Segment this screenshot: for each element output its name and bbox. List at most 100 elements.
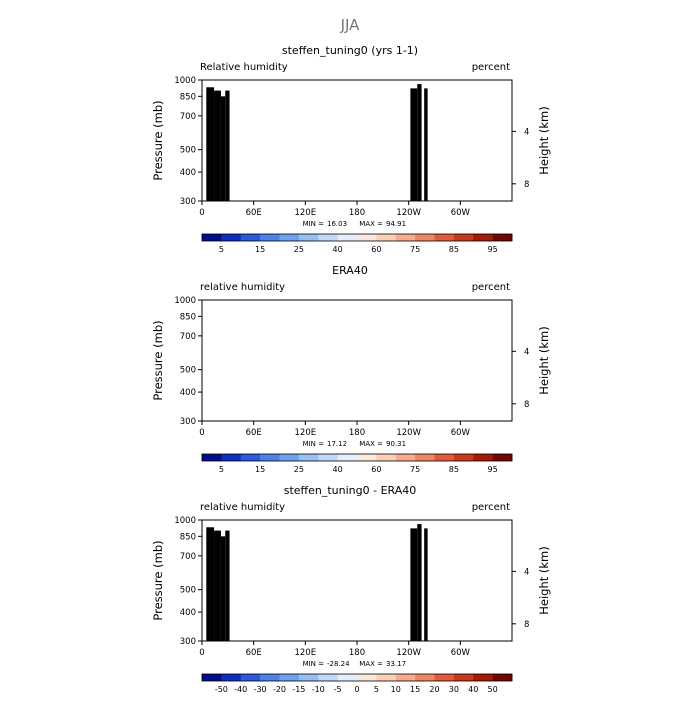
colorbar-swatch xyxy=(241,234,261,241)
y2-axis-title: Height (km) xyxy=(537,326,551,395)
x-tick-label: 0 xyxy=(199,428,204,438)
y-tick-label: 400 xyxy=(180,388,196,398)
y-axis-title: Pressure (mb) xyxy=(151,100,165,180)
colorbar-swatch xyxy=(338,454,358,461)
colorbar-swatch xyxy=(357,454,377,461)
colorbar-label: 25 xyxy=(294,245,304,254)
x-tick-label: 180 xyxy=(349,428,365,438)
y-tick-label: 700 xyxy=(180,112,196,122)
colorbar-swatch xyxy=(280,454,300,461)
x-tick-label: 60W xyxy=(451,428,471,438)
colorbar-label: 15 xyxy=(255,465,265,474)
colorbar-label: 60 xyxy=(371,465,381,474)
left-label: Relative humidity xyxy=(200,62,288,73)
colorbar-swatch xyxy=(357,234,377,241)
y2-tick-label: 8 xyxy=(524,180,529,190)
colorbar xyxy=(202,234,512,241)
colorbar-swatch xyxy=(299,234,319,241)
x-tick-label: 0 xyxy=(199,208,204,218)
y-tick-label: 850 xyxy=(180,312,196,322)
x-tick-label: 180 xyxy=(349,208,365,218)
colorbar-label: 40 xyxy=(333,245,343,254)
topography-block xyxy=(424,88,427,201)
max-label: MAX = xyxy=(359,440,383,448)
y-tick-label: 300 xyxy=(180,197,196,207)
colorbar-swatch xyxy=(473,454,493,461)
y-axis-title: Pressure (mb) xyxy=(151,320,165,400)
colorbar-swatch xyxy=(338,234,358,241)
y-tick-label: 1000 xyxy=(174,296,196,306)
topography-block xyxy=(417,84,421,201)
colorbar-label: 75 xyxy=(410,465,420,474)
x-tick-label: 60W xyxy=(451,208,471,218)
colorbar-swatch xyxy=(318,234,338,241)
y2-tick-label: 8 xyxy=(524,400,529,410)
right-label: percent xyxy=(472,282,510,293)
y-tick-label: 850 xyxy=(180,92,196,102)
colorbar-label: 95 xyxy=(488,245,498,254)
colorbar-label: 40 xyxy=(333,465,343,474)
colorbar-swatch xyxy=(376,234,396,241)
colorbar-label: 75 xyxy=(410,245,420,254)
colorbar-swatch xyxy=(221,454,241,461)
topography-block xyxy=(221,96,225,201)
page-title: JJA xyxy=(340,16,361,34)
colorbar-swatch xyxy=(396,234,416,241)
colorbar-swatch xyxy=(454,454,474,461)
y-tick-label: 700 xyxy=(180,332,196,342)
plot-frame xyxy=(202,300,512,421)
topography-block xyxy=(410,88,417,201)
colorbar-label: 15 xyxy=(255,245,265,254)
colorbar-label: 60 xyxy=(371,245,381,254)
left-label: relative humidity xyxy=(200,282,285,293)
x-tick-label: 120E xyxy=(295,208,317,218)
min-value: 17.12 xyxy=(327,440,347,448)
colorbar-swatch xyxy=(202,454,222,461)
topography-block xyxy=(206,87,214,201)
y2-axis-title: Height (km) xyxy=(537,106,551,175)
colorbar-swatch xyxy=(241,454,261,461)
colorbar-swatch xyxy=(415,234,435,241)
colorbar-label: 25 xyxy=(294,465,304,474)
colorbar-swatch xyxy=(473,234,493,241)
x-tick-label: 60E xyxy=(246,208,262,218)
max-label: MAX = xyxy=(359,220,383,228)
min-label: MIN = xyxy=(303,440,325,448)
colorbar xyxy=(202,454,512,461)
colorbar-swatch xyxy=(415,454,435,461)
plot-frame xyxy=(202,80,512,201)
colorbar-label: 5 xyxy=(219,465,224,474)
min-label: MIN = xyxy=(303,220,325,228)
colorbar-label: 85 xyxy=(449,245,459,254)
colorbar-swatch xyxy=(202,234,222,241)
colorbar-label: 85 xyxy=(449,465,459,474)
colorbar-swatch xyxy=(280,234,300,241)
x-tick-label: 120W xyxy=(396,428,421,438)
max-value: 94.91 xyxy=(386,220,406,228)
colorbar-swatch xyxy=(318,454,338,461)
topography-block xyxy=(214,91,221,201)
colorbar-label: 95 xyxy=(488,465,498,474)
panel-title: steffen_tuning0 (yrs 1-1) xyxy=(282,44,418,57)
colorbar-swatch xyxy=(435,454,455,461)
left-label: relative humidity xyxy=(200,502,285,513)
colorbar-label: 5 xyxy=(219,245,224,254)
colorbar-swatch xyxy=(260,454,280,461)
right-label: percent xyxy=(472,502,510,513)
colorbar-swatch xyxy=(299,454,319,461)
y2-tick-label: 4 xyxy=(524,347,529,357)
topography-block xyxy=(225,91,229,201)
x-tick-label: 120E xyxy=(295,428,317,438)
y-tick-label: 500 xyxy=(180,366,196,376)
colorbar-swatch xyxy=(376,454,396,461)
colorbar-swatch xyxy=(493,454,513,461)
colorbar-swatch xyxy=(435,234,455,241)
panel-model: steffen_tuning0 (yrs 1-1) Relative humidi… xyxy=(151,44,551,254)
x-tick-label: 120W xyxy=(396,208,421,218)
max-value: 90.31 xyxy=(386,440,406,448)
y2-tick-label: 4 xyxy=(524,127,529,137)
y-tick-label: 400 xyxy=(180,168,196,178)
